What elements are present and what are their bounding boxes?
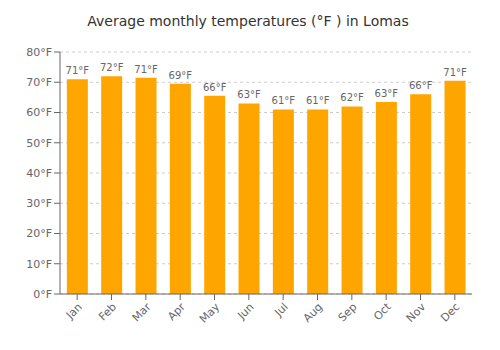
svg-text:63°F: 63°F [375,88,399,99]
svg-text:61°F: 61°F [306,95,330,106]
svg-text:Dec: Dec [438,300,462,324]
svg-text:Oct: Oct [371,300,394,323]
svg-text:60°F: 60°F [26,106,52,119]
svg-text:Apr: Apr [165,300,188,323]
svg-text:66°F: 66°F [203,82,227,93]
svg-text:30°F: 30°F [26,197,52,210]
html-text:Average monthly temperatures (: Average monthly temperatures (°F ) in Lo… [87,13,409,29]
svg-text:62°F: 62°F [340,92,364,103]
svg-text:80°F: 80°F [26,46,52,59]
svg-text:63°F: 63°F [237,89,261,100]
svg-text:71°F: 71°F [443,67,467,78]
svg-text:20°F: 20°F [26,227,52,240]
svg-text:10°F: 10°F [26,258,52,271]
svg-text:0°F: 0°F [33,288,52,301]
svg-text:40°F: 40°F [26,167,52,180]
svg-text:66°F: 66°F [409,80,433,91]
svg-text:50°F: 50°F [26,137,52,150]
svg-text:Sep: Sep [336,300,360,324]
svg-text:71°F: 71°F [66,65,90,76]
svg-text:Jul: Jul [272,300,291,319]
svg-text:71°F: 71°F [134,64,158,75]
svg-text:Mar: Mar [130,300,154,324]
svg-text:Feb: Feb [96,300,119,323]
svg-text:Nov: Nov [404,300,429,325]
svg-text:70°F: 70°F [26,76,52,89]
svg-text:72°F: 72°F [100,62,124,73]
svg-text:May: May [197,300,223,326]
svg-text:69°F: 69°F [169,70,193,81]
svg-text:Jan: Jan [63,300,85,322]
svg-text:61°F: 61°F [272,95,296,106]
svg-text:Jun: Jun [234,300,256,322]
svg-text:Aug: Aug [301,300,325,324]
